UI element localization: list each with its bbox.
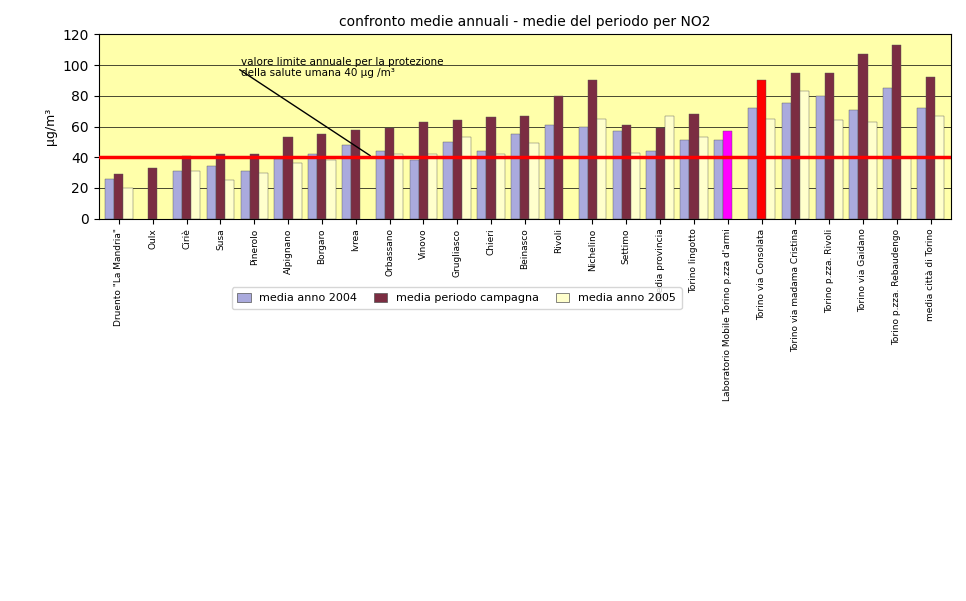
Bar [529,144,538,219]
Bar [554,96,563,219]
Bar [225,180,234,219]
Bar [182,156,191,219]
Bar [893,45,901,219]
Bar [791,73,800,219]
Bar [612,131,622,219]
Bar [646,151,656,219]
Bar [757,81,766,219]
Bar [867,122,877,219]
Bar [274,159,283,219]
Bar [496,154,504,219]
Bar [173,171,182,219]
Bar [665,116,674,219]
Bar [521,116,529,219]
Bar [487,117,496,219]
Bar [249,154,259,219]
Bar [859,54,867,219]
Bar [901,157,911,219]
Title: confronto medie annuali - medie del periodo per NO2: confronto medie annuali - medie del peri… [339,15,711,29]
Bar [724,131,732,219]
Bar [935,116,945,219]
Bar [781,103,791,219]
Bar [215,154,225,219]
Bar [849,109,859,219]
Bar [815,96,825,219]
Bar [124,188,132,219]
Bar [800,91,810,219]
Bar [428,154,437,219]
Bar [511,134,521,219]
Bar [714,141,724,219]
Bar [622,125,631,219]
Bar [351,130,360,219]
Bar [148,168,157,219]
Bar [327,160,335,219]
Bar [259,172,268,219]
Bar [748,108,757,219]
Bar [690,114,698,219]
Bar [410,160,419,219]
Bar [317,134,327,219]
Bar [545,125,554,219]
Bar [105,178,114,219]
Text: valore limite annuale per la protezione: valore limite annuale per la protezione [241,57,443,67]
Bar [834,120,843,219]
Bar [477,151,487,219]
Bar [207,166,215,219]
Bar [883,88,893,219]
Bar [698,137,708,219]
Bar [419,122,428,219]
Bar [191,171,200,219]
Legend: media anno 2004, media periodo campagna, media anno 2005: media anno 2004, media periodo campagna,… [232,287,682,309]
Bar [443,142,453,219]
Bar [453,120,462,219]
Bar [917,108,926,219]
Bar [631,153,640,219]
Bar [588,81,597,219]
Bar [308,154,317,219]
Bar [926,78,935,219]
Y-axis label: μg/m³: μg/m³ [44,108,57,145]
Bar [462,137,470,219]
Bar [656,128,665,219]
Bar [385,128,394,219]
Bar [241,171,249,219]
Bar [114,174,124,219]
Bar [579,127,588,219]
Bar [597,119,606,219]
Bar [293,163,301,219]
Bar [825,73,834,219]
Bar [342,145,351,219]
Bar [394,154,403,219]
Bar [283,137,293,219]
Bar [766,119,776,219]
Bar [376,151,385,219]
Bar [680,141,690,219]
Text: della salute umana 40 μg /m³: della salute umana 40 μg /m³ [241,68,394,78]
